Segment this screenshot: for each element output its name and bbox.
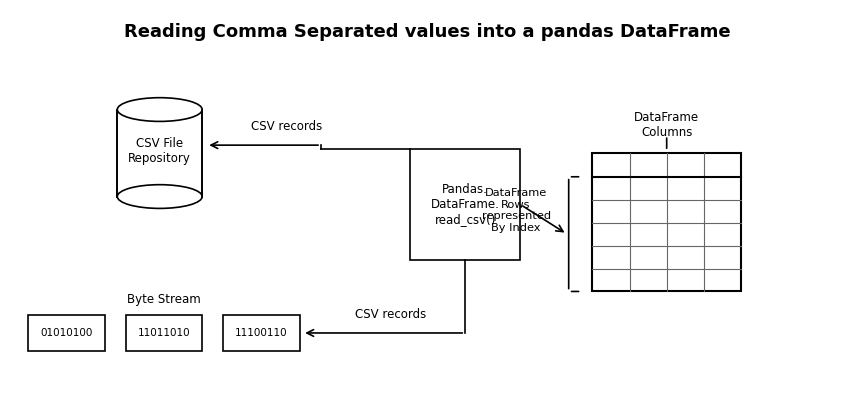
Bar — [592, 153, 740, 292]
Text: Byte Stream: Byte Stream — [127, 293, 200, 306]
Bar — [28, 315, 104, 351]
Bar — [117, 109, 202, 196]
Ellipse shape — [117, 98, 202, 122]
Text: Pandas.
DataFrame.
read_csv(): Pandas. DataFrame. read_csv() — [430, 183, 499, 226]
Text: DataFrame
Rows
represented
By Index: DataFrame Rows represented By Index — [481, 188, 550, 233]
Text: 01010100: 01010100 — [40, 328, 92, 338]
Text: CSV File
Repository: CSV File Repository — [128, 137, 191, 165]
Text: 11011010: 11011010 — [137, 328, 190, 338]
Text: CSV records: CSV records — [251, 120, 322, 133]
Text: Reading Comma Separated values into a pandas DataFrame: Reading Comma Separated values into a pa… — [124, 22, 729, 41]
Text: CSV records: CSV records — [355, 308, 426, 321]
Ellipse shape — [117, 185, 202, 209]
Bar — [223, 315, 299, 351]
Text: 11100110: 11100110 — [235, 328, 287, 338]
Bar — [592, 153, 740, 177]
Bar — [409, 149, 519, 260]
Bar — [125, 315, 202, 351]
Text: DataFrame
Columns: DataFrame Columns — [634, 111, 699, 140]
